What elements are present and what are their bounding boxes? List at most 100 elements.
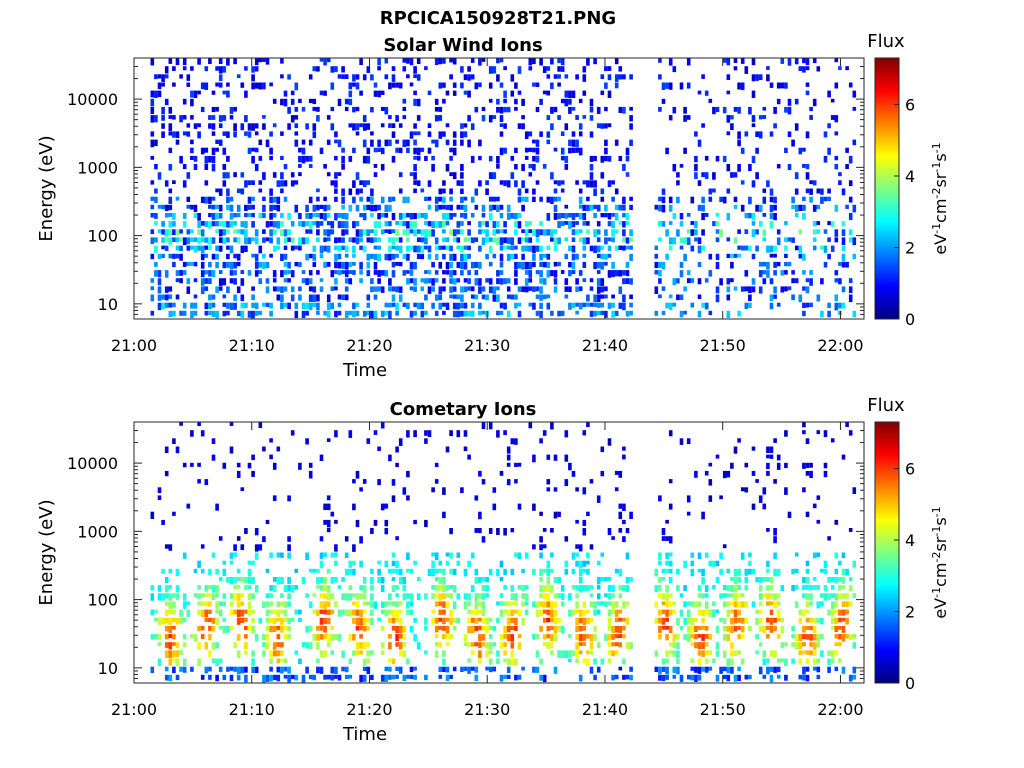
spectrogram-cell (344, 245, 349, 253)
spectrogram-cell (445, 237, 450, 242)
spectrogram-cell (262, 213, 266, 218)
spectrogram-cell (607, 438, 612, 446)
spectrogram-cell (704, 302, 709, 310)
spectrogram-cell (416, 577, 421, 582)
spectrogram-cell (600, 310, 605, 316)
spectrogram-cell (802, 625, 806, 633)
spectrogram-cell (334, 172, 338, 179)
spectrogram-cell (722, 585, 727, 591)
spectrogram-cell (809, 302, 813, 307)
spectrogram-cell (838, 658, 842, 663)
spectrogram-cell (546, 229, 551, 236)
spectrogram-cell (521, 666, 525, 671)
spectrogram-cell (571, 245, 576, 253)
spectrogram-cell (539, 302, 543, 309)
spectrogram-cell (596, 585, 601, 590)
spectrogram-cell (722, 625, 727, 631)
spectrogram-cell (676, 642, 680, 649)
spectrogram-cell (348, 560, 353, 568)
spectrogram-cell (272, 270, 277, 278)
spectrogram-cell (190, 302, 194, 309)
spectrogram-cell (827, 237, 831, 242)
spectrogram-cell (571, 90, 576, 98)
spectrogram-cell (182, 221, 187, 228)
spectrogram-cell (726, 278, 731, 285)
spectrogram-cell (722, 674, 727, 680)
spectrogram-cell (452, 625, 457, 631)
spectrogram-cell (287, 302, 291, 310)
spectrogram-cell (384, 106, 389, 115)
spectrogram-cell (251, 593, 255, 599)
spectrogram-cell (262, 115, 266, 119)
spectrogram-cell (341, 196, 345, 204)
spectrogram-cell (575, 601, 579, 609)
spectrogram-cell (582, 519, 587, 526)
spectrogram-cell (395, 261, 399, 266)
spectrogram-cell (434, 270, 439, 275)
spectrogram-cell (204, 147, 209, 153)
spectrogram-cell (362, 180, 367, 187)
spectrogram-cell (294, 123, 299, 129)
spectrogram-cell (845, 204, 849, 209)
spectrogram-cell (233, 552, 237, 557)
spectrogram-cell (542, 229, 547, 236)
spectrogram-cell (229, 196, 234, 202)
spectrogram-cell (521, 115, 525, 120)
spectrogram-cell (218, 204, 223, 212)
spectrogram-cell (499, 310, 504, 315)
spectrogram-cell (827, 650, 831, 656)
spectrogram-cell (312, 302, 317, 307)
spectrogram-cell (276, 245, 281, 250)
spectrogram-cell (672, 601, 677, 606)
spectrogram-cell (323, 237, 327, 243)
spectrogram-cell (676, 666, 680, 675)
spectrogram-cell (625, 270, 630, 277)
spectrogram-cell (658, 196, 662, 202)
spectrogram-cell (420, 245, 425, 253)
spectrogram-cell (373, 519, 378, 526)
spectrogram-cell (485, 585, 489, 592)
spectrogram-cell (460, 286, 464, 293)
spectrogram-cell (697, 261, 702, 267)
x-tick-label: 21:30 (464, 700, 510, 719)
spectrogram-cell (161, 253, 165, 258)
spectrogram-cell (362, 74, 367, 81)
spectrogram-cell (427, 568, 432, 576)
spectrogram-cell (474, 237, 479, 242)
spectrogram-cell (175, 253, 180, 259)
spectrogram-cell (546, 196, 551, 203)
spectrogram-cell (373, 90, 378, 97)
spectrogram-cell (539, 58, 543, 66)
spectrogram-cell (744, 674, 749, 680)
spectrogram-cell (330, 577, 335, 584)
spectrogram-cell (845, 422, 849, 427)
spectrogram-cell (535, 609, 540, 618)
spectrogram-cell (330, 511, 335, 517)
spectrogram-cell (308, 302, 313, 311)
spectrogram-cell (161, 204, 165, 210)
spectrogram-cell (362, 609, 367, 614)
spectrogram-cell (517, 462, 522, 467)
spectrogram-cell (726, 470, 731, 478)
spectrogram-cell (528, 278, 533, 283)
spectrogram-cell (204, 253, 209, 258)
spectrogram-cell (575, 585, 579, 591)
spectrogram-cell (604, 66, 608, 72)
spectrogram-cell (784, 286, 788, 292)
spectrogram-cell (388, 302, 392, 308)
spectrogram-cell (406, 139, 410, 147)
spectrogram-cell (442, 601, 446, 608)
spectrogram-cell (352, 74, 356, 82)
spectrogram-cell (326, 221, 331, 226)
spectrogram-cell (182, 593, 187, 601)
spectrogram-cell (784, 106, 788, 113)
spectrogram-cell (409, 245, 414, 251)
spectrogram-cell (348, 204, 353, 212)
spectrogram-cell (496, 74, 500, 82)
spectrogram-cell (370, 106, 374, 113)
spectrogram-cell (161, 302, 165, 310)
spectrogram-cell (589, 642, 594, 650)
spectrogram-cell (326, 229, 331, 237)
spectrogram-cell (805, 666, 810, 672)
spectrogram-cell (348, 270, 353, 274)
